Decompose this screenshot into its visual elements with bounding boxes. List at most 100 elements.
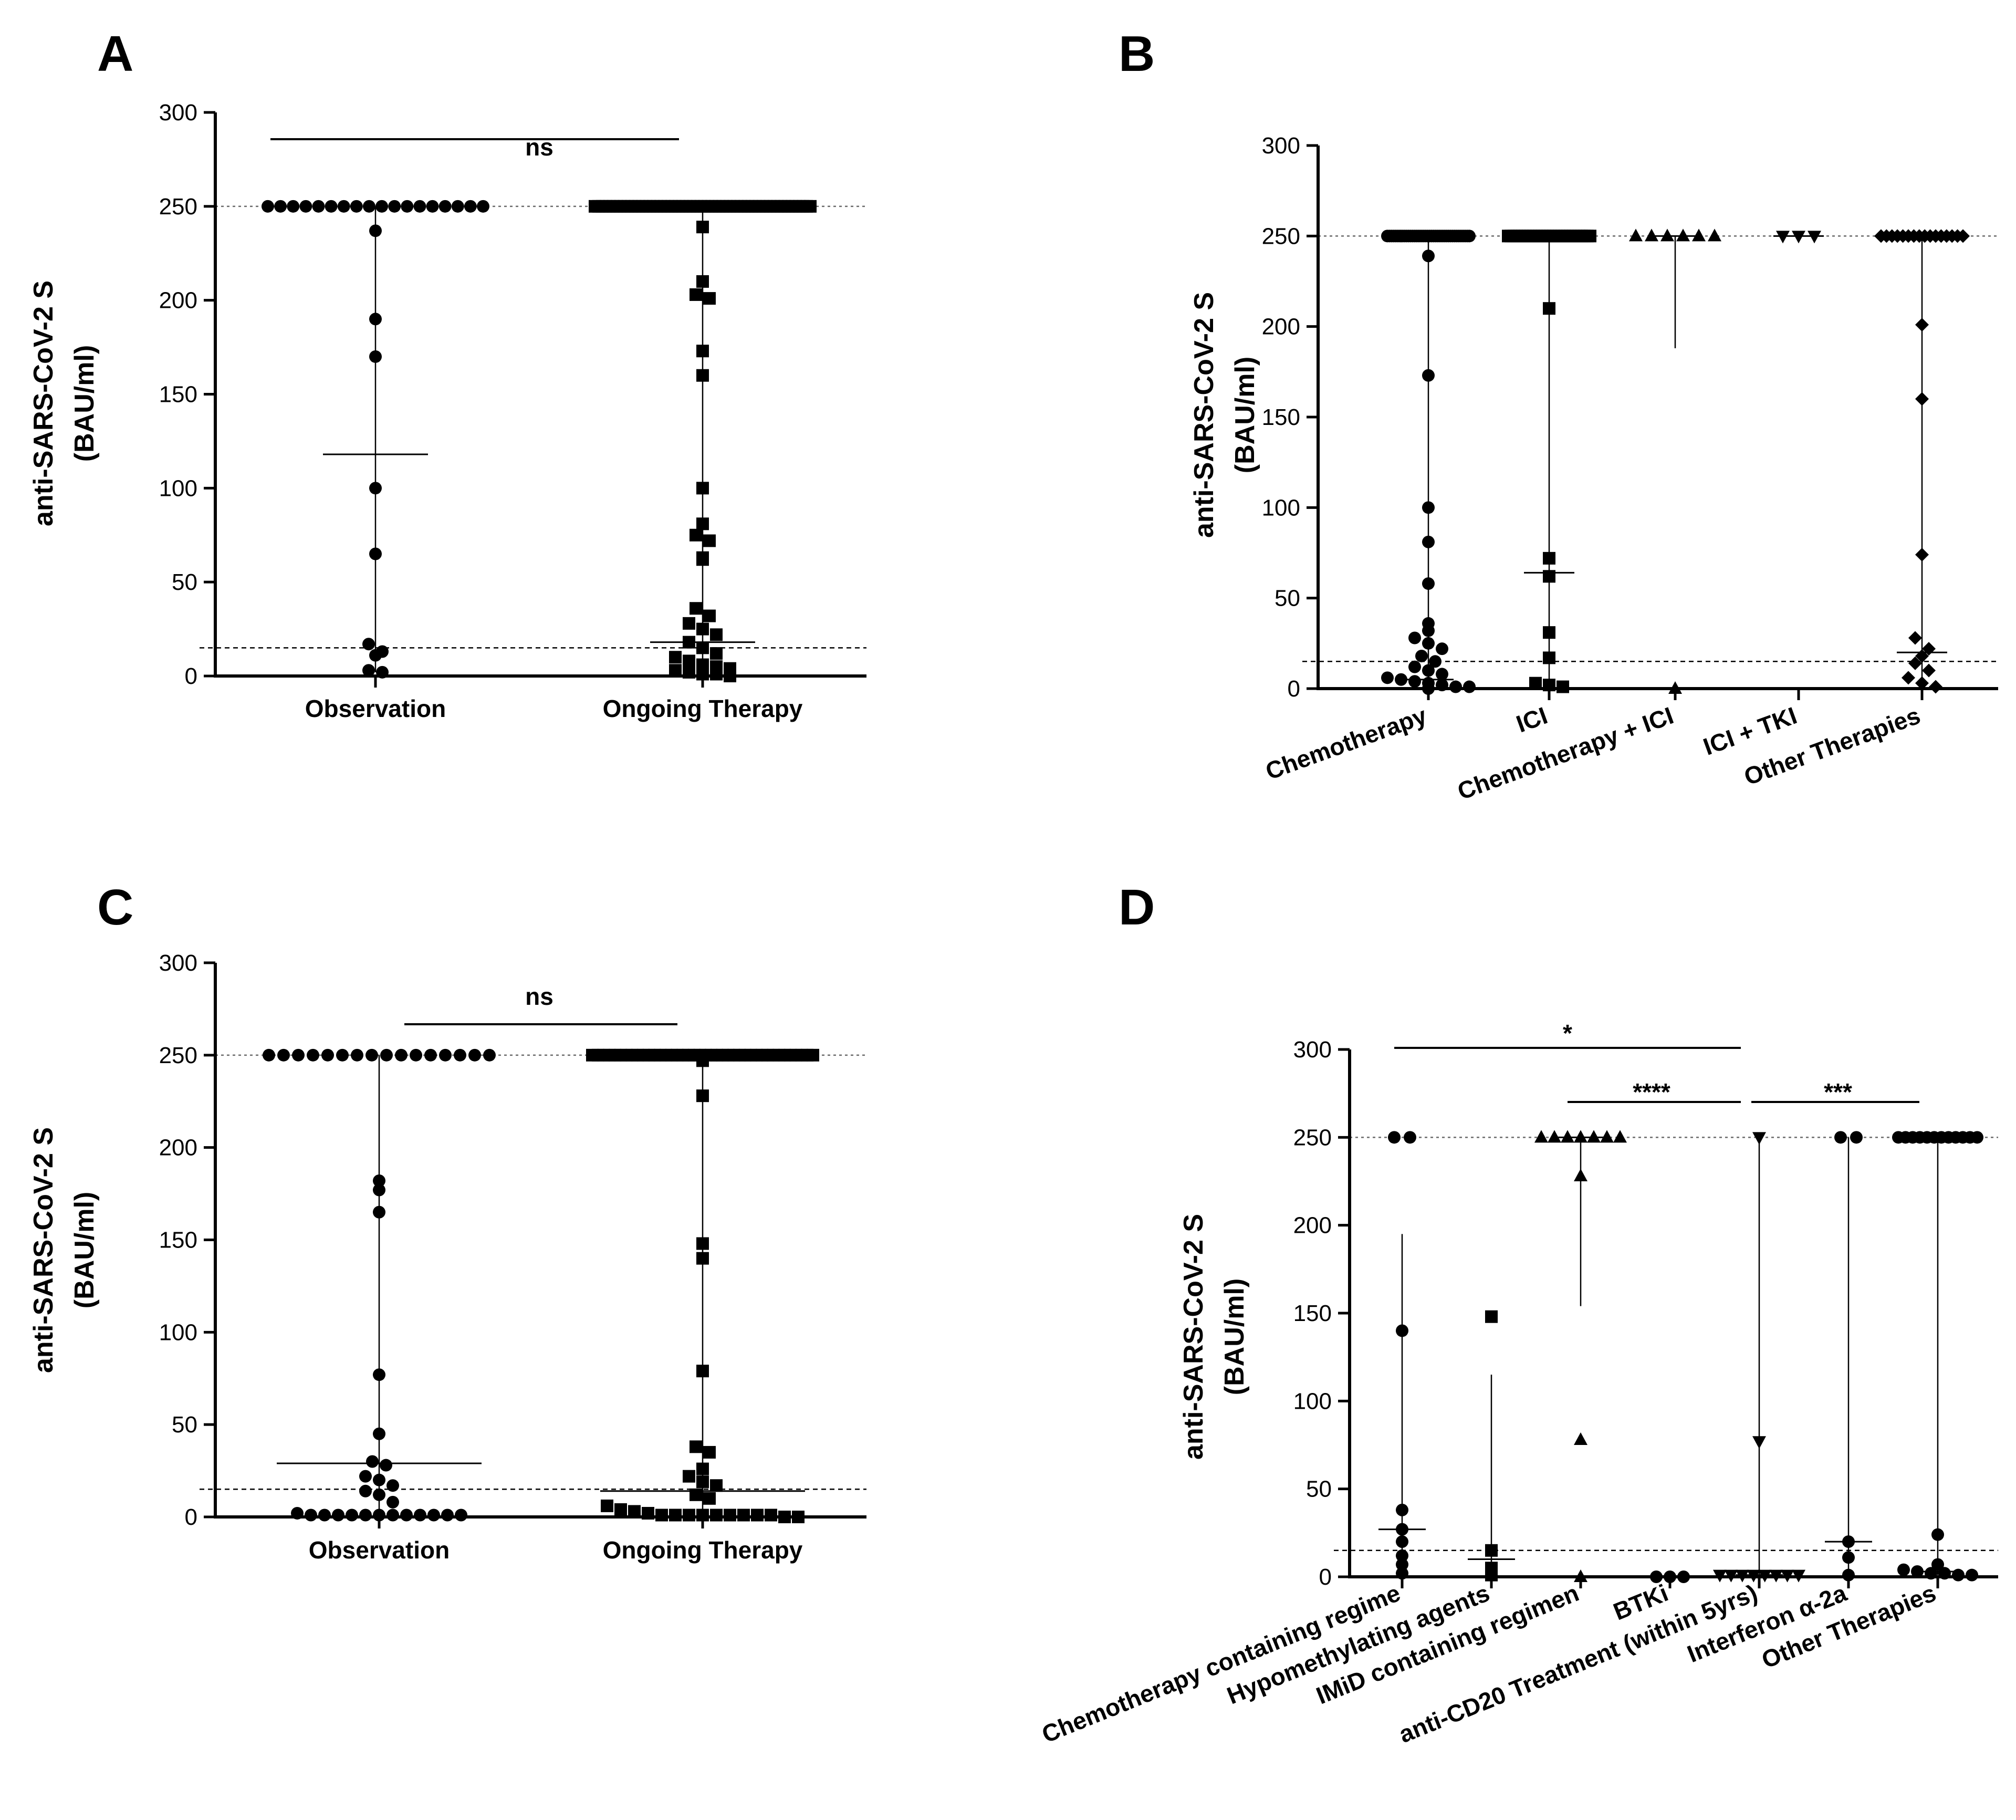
panel-b-series-0-point-22	[1422, 682, 1435, 695]
panel-a-series-0-point-250-1	[274, 200, 287, 213]
panel-c-series-1-point-22	[724, 1509, 736, 1522]
panel-b-series-0-point-4	[1422, 577, 1435, 590]
panel-c-series-0-point-20	[387, 1509, 399, 1522]
panel-d-series-6-point-6	[1952, 1568, 1965, 1582]
panel-a-series-1-point-11	[696, 553, 709, 566]
panel-b-series-4-point-0	[1915, 318, 1929, 332]
panel-d-series-6-point-1	[1931, 1558, 1944, 1571]
panel-c-series-1-point-0	[696, 1054, 709, 1067]
panel-c-series-0-point-21	[400, 1509, 413, 1522]
panel-d-series-6-point-3	[1911, 1565, 1924, 1578]
panel-d-series-2-point-250-5	[1600, 1130, 1614, 1143]
panel-b-series-0-point-13	[1422, 664, 1435, 677]
panel-b-series-1-point-5	[1529, 677, 1542, 690]
panel-d-series-6-point-2	[1897, 1563, 1910, 1576]
panel-c-letter: C	[97, 879, 133, 935]
panel-a-series-1-point-12	[690, 602, 702, 615]
panel-c-series-1-point-8	[683, 1470, 695, 1483]
panel-b-series-4-point-9	[1915, 676, 1929, 690]
panel-a-ytick-label-300: 300	[159, 100, 197, 126]
panel-c-series-1-point-20	[696, 1509, 709, 1522]
panel-a-series-0-point-250-14	[438, 200, 452, 213]
panel-d-series-5-point-2	[1842, 1568, 1855, 1582]
panel-a-series-0-point-250-10	[388, 200, 401, 213]
panel-c-series-0-point-250-3	[307, 1048, 319, 1062]
panel-c-series-1-point-19	[683, 1509, 695, 1522]
panel-a-letter: A	[97, 26, 133, 82]
panel-d-ytick-label-0: 0	[1319, 1564, 1332, 1590]
panel-d-series-4-point-0	[1752, 1436, 1766, 1449]
panel-d-series-4-point-250-0	[1752, 1132, 1766, 1145]
panel-a-series-1-point-17	[683, 636, 695, 649]
panel-a-series-0-point-4	[369, 547, 382, 560]
panel-a-series-0-point-250-13	[426, 200, 439, 213]
panel-c-xtick-ongoing-therapy: Ongoing Therapy	[603, 1536, 803, 1564]
panel-c-series-0-point-0	[373, 1174, 385, 1187]
panel-d-series-6-point-250-11	[1971, 1131, 1983, 1144]
panel-a-series-1-point-9	[703, 534, 716, 547]
panel-d-series-2-point-250-2	[1561, 1130, 1574, 1143]
panel-b-ytick-label-300: 300	[1262, 133, 1300, 159]
panel-b-ytick-label-100: 100	[1262, 495, 1300, 521]
panel-b-series-0-point-12	[1408, 660, 1421, 673]
panel-c-series-1-point-12	[703, 1492, 716, 1505]
panel-c-ytick-label-200: 200	[159, 1135, 197, 1161]
panel-a-ylabel-line1: anti-SARS-CoV-2 S	[28, 280, 59, 526]
panel-c-series-0-point-4	[373, 1427, 385, 1440]
panel-a-series-1-point-7	[696, 517, 709, 531]
panel-d-series-0-point-1	[1396, 1503, 1408, 1516]
panel-d-series-2-point-250-1	[1548, 1130, 1561, 1143]
panel-d-series-5-point-0	[1842, 1535, 1855, 1548]
panel-a-series-1-point-19	[710, 647, 723, 660]
panel-a-series-0-point-250-5	[325, 200, 338, 213]
panel-c-series-0-point-9	[387, 1479, 399, 1492]
panel-b-series-4-point-6	[1908, 656, 1922, 670]
panel-d-series-2-point-250-0	[1534, 1130, 1548, 1143]
panel-a-sig-label: ns	[525, 133, 553, 161]
panel-c-xtick-observation: Observation	[309, 1536, 450, 1564]
panel-a-series-1-point-1	[696, 275, 709, 288]
panel-d-series-0-point-6	[1396, 1567, 1408, 1580]
panel-a-series-1-point-29	[724, 670, 736, 682]
panel-b-ytick-label-50: 50	[1275, 586, 1300, 611]
panel-c-series-0-point-2	[373, 1205, 385, 1219]
panel-c-series-0-point-17	[346, 1509, 358, 1522]
panel-a-plot: 0 50 100 150 200 250 300	[159, 100, 866, 689]
panel-a-series-0-point-250-16	[464, 200, 477, 213]
panel-a-series-0-point-250-11	[401, 200, 414, 213]
panel-d-ylabel-line1: anti-SARS-CoV-2 S	[1178, 1214, 1209, 1460]
panel-b-series-3-point-250-0	[1776, 231, 1790, 244]
panel-a-series-1-point-25	[669, 664, 682, 677]
panel-a-series-0-point-250-0	[262, 200, 274, 213]
panel-c-series-0-point-250-12	[439, 1048, 452, 1062]
panel-b-series-1-point-6	[1543, 679, 1555, 692]
panel-c-series-1-point-250-39	[807, 1048, 819, 1062]
panel-c-series-1-point-11	[690, 1488, 702, 1501]
panel-c-series-0-point-250-2	[292, 1048, 305, 1062]
panel-d-series-0-point-5	[1396, 1558, 1408, 1571]
panel-d-series-0-point-4	[1396, 1549, 1408, 1562]
panel-c-series-1-point-6	[703, 1445, 716, 1459]
panel-b-series-1-point-2	[1543, 570, 1555, 583]
panel-c-ytick-label-0: 0	[185, 1504, 197, 1530]
panel-d-series-3-point-1	[1664, 1571, 1676, 1583]
panel-d-plot: 0 50 100 150 200 250 300	[1293, 1037, 1998, 1590]
panel-c-series-0-point-250-1	[277, 1048, 290, 1062]
panel-d-ytick-label-150: 150	[1293, 1301, 1332, 1326]
panel-b-series-3-point-250-2	[1808, 231, 1821, 244]
panel-c-ylabel-line2: (BAU/ml)	[69, 1192, 100, 1308]
panel-c-series-0-point-5	[366, 1455, 379, 1468]
panel-c-series-0-point-7	[359, 1470, 372, 1483]
panel-a-series-1-point-15	[696, 622, 709, 636]
panel-c-series-0-point-22	[414, 1509, 426, 1522]
panel-b-series-2-point-250-1	[1645, 228, 1658, 242]
panel-a-series-0-point-1	[369, 313, 382, 326]
panel-b-series-0-point-11	[1429, 655, 1442, 668]
panel-c-series-1-point-27	[792, 1511, 805, 1523]
panel-a-series-0-point-250-8	[362, 200, 375, 213]
panel-b-series-2-point-250-4	[1692, 228, 1706, 242]
panel-c-series-0-point-23	[427, 1509, 440, 1522]
panel-c-series-0-point-250-10	[410, 1048, 422, 1062]
panel-c-series-1-point-9	[696, 1475, 709, 1489]
